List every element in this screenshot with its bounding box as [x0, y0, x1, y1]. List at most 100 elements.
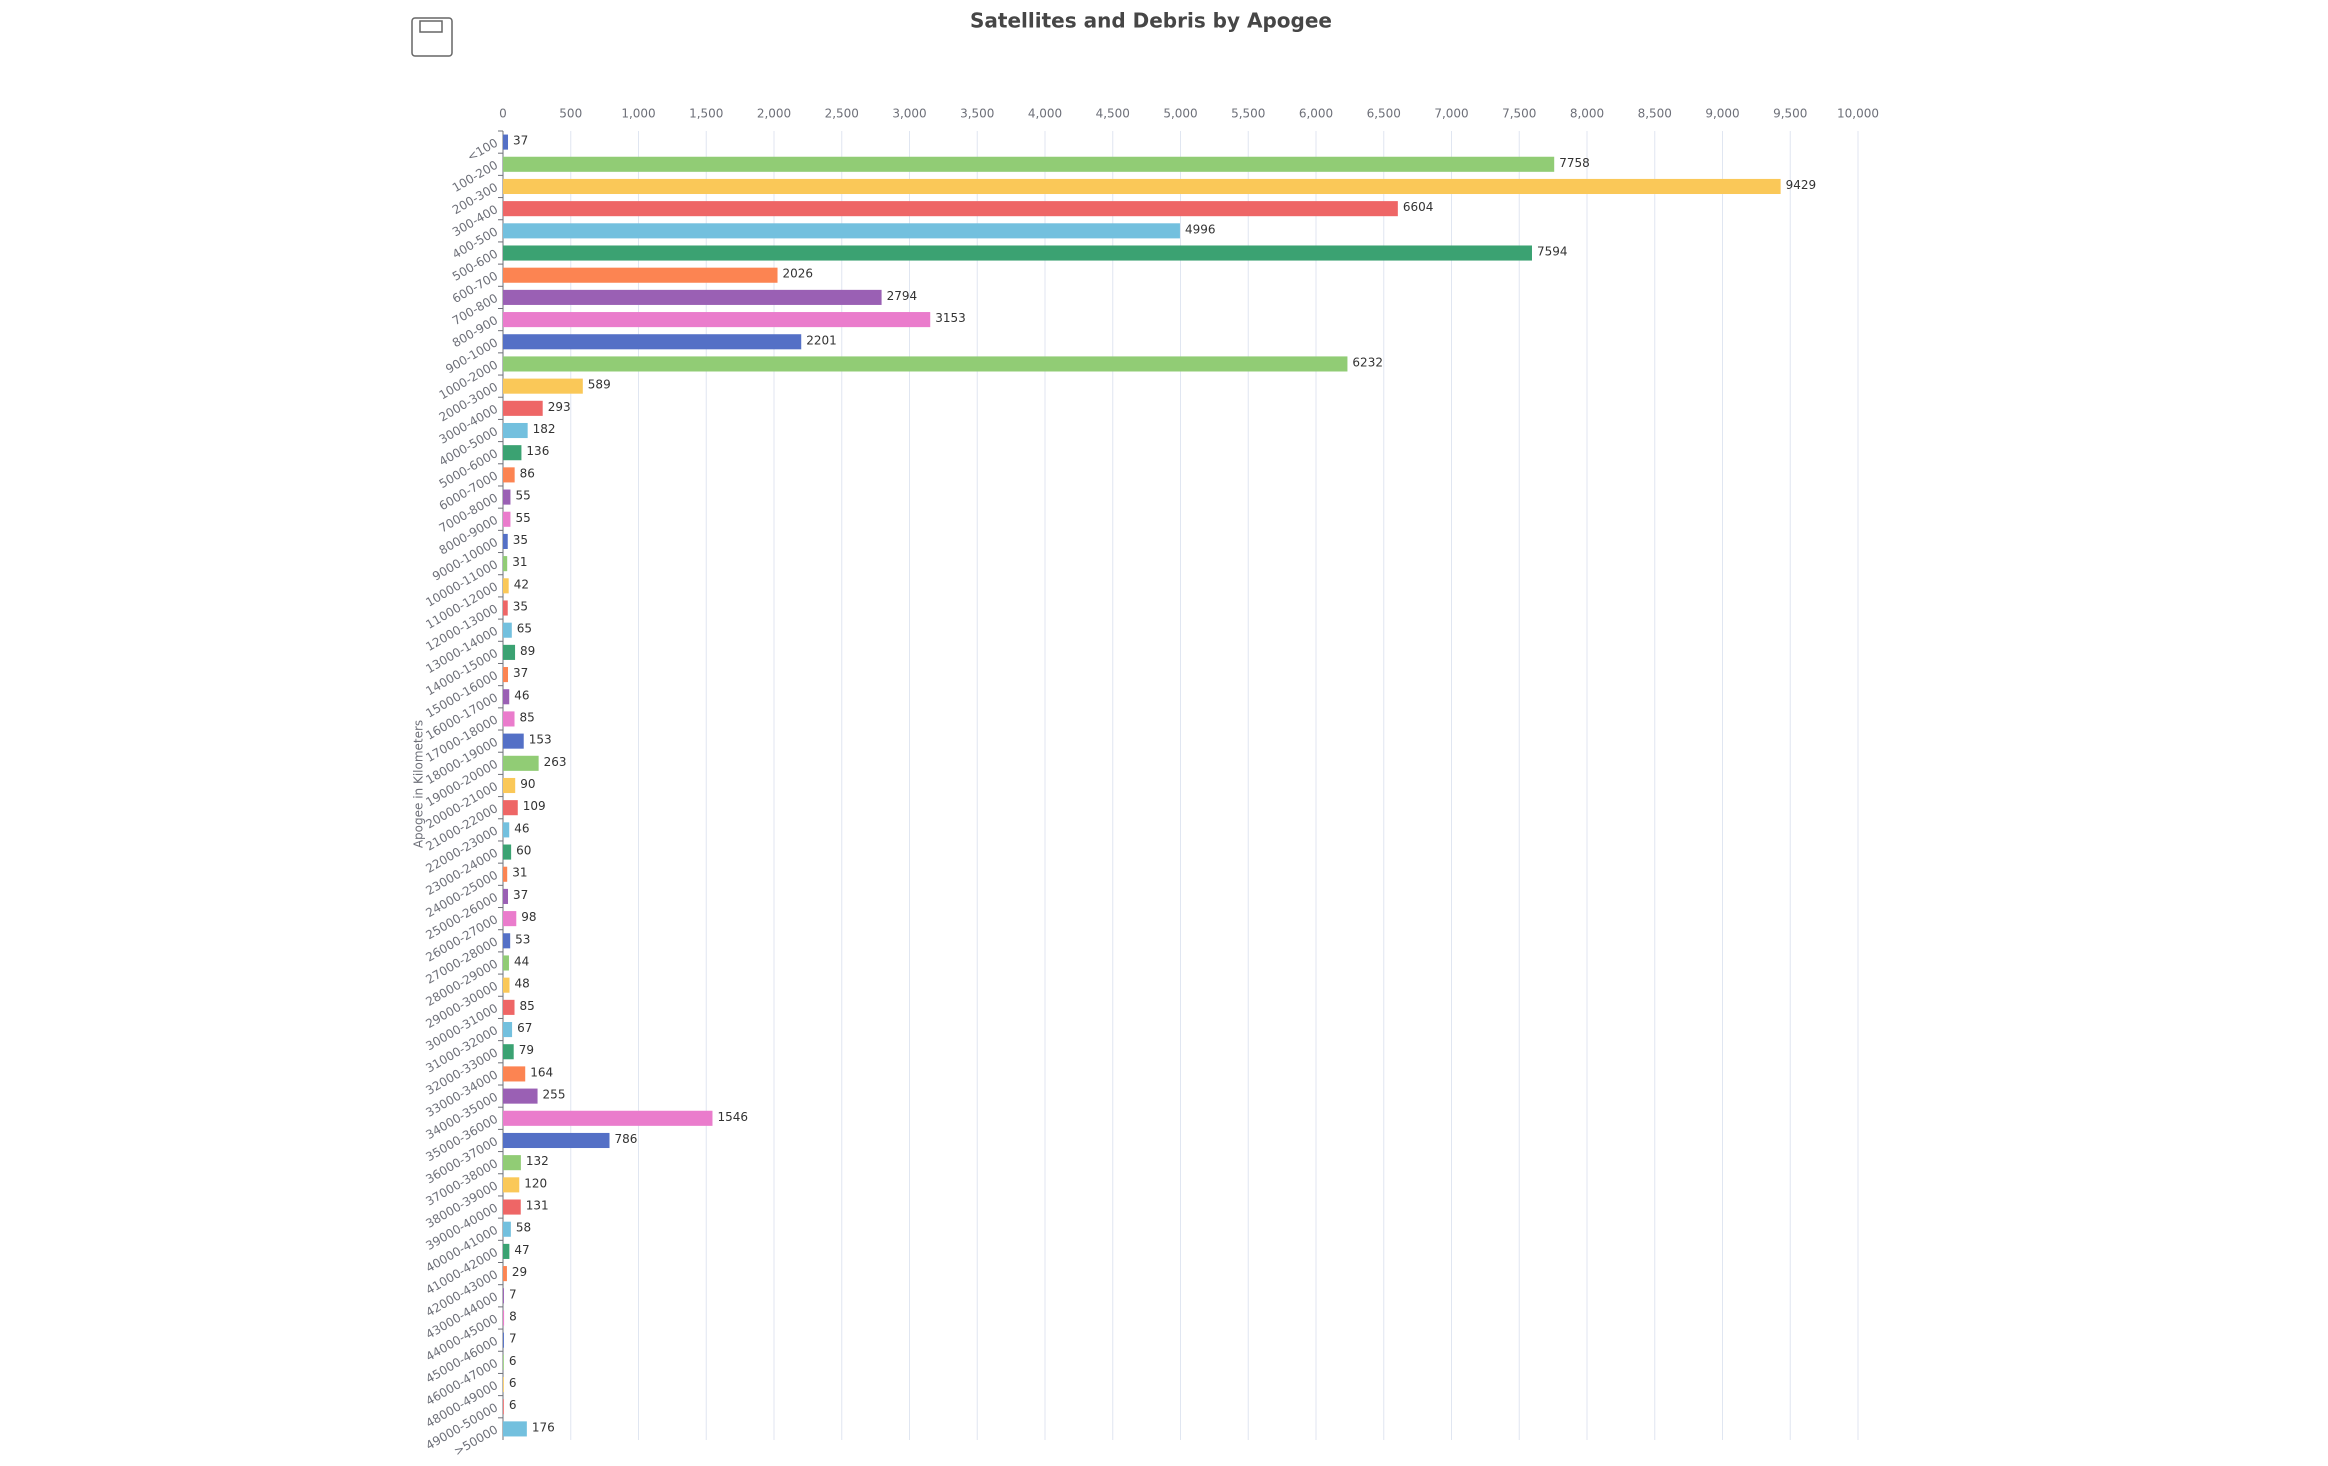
value-label: 98 [521, 910, 536, 924]
value-label: 89 [520, 644, 535, 658]
value-label: 132 [526, 1154, 549, 1168]
bar [503, 1221, 511, 1237]
bar [503, 312, 931, 328]
value-label: 131 [526, 1199, 549, 1213]
bar [503, 201, 1398, 217]
value-label: 255 [543, 1088, 566, 1102]
value-label: 35 [513, 533, 528, 547]
value-label: 6604 [1403, 200, 1434, 214]
x-tick-label: 10,000 [1837, 107, 1879, 121]
x-tick-label: 8,000 [1570, 107, 1604, 121]
bar [503, 378, 583, 394]
value-label: 1546 [717, 1110, 748, 1124]
bar [503, 578, 509, 594]
x-tick-label: 4,000 [1028, 107, 1062, 121]
value-label: 7594 [1537, 245, 1568, 259]
value-label: 29 [512, 1265, 527, 1279]
x-tick-label: 4,500 [1096, 107, 1130, 121]
value-label: 44 [514, 954, 529, 968]
bar [503, 1132, 610, 1149]
bar [503, 911, 517, 927]
bar [503, 822, 510, 838]
value-label: 37 [513, 134, 528, 148]
bar [503, 489, 511, 505]
x-tick-label: 5,000 [1163, 107, 1197, 121]
bar [503, 1399, 504, 1415]
x-tick-label: 500 [559, 107, 582, 121]
x-tick-label: 7,500 [1502, 107, 1536, 121]
bar [503, 667, 509, 683]
bar [503, 1110, 713, 1126]
bar [503, 888, 509, 904]
value-label: 90 [520, 777, 535, 791]
bar [503, 1288, 504, 1304]
value-label: 42 [514, 577, 529, 591]
value-label: 3153 [935, 311, 966, 325]
bar [503, 689, 510, 705]
value-label: 7758 [1559, 156, 1590, 170]
value-label: 55 [515, 511, 530, 525]
value-label: 153 [529, 733, 552, 747]
value-label: 60 [516, 844, 531, 858]
bar [503, 356, 1348, 372]
value-label: 85 [520, 710, 535, 724]
value-label: 53 [515, 932, 530, 946]
bar [503, 1199, 521, 1215]
bar [503, 1044, 514, 1060]
x-tick-label: 9,500 [1773, 107, 1807, 121]
x-tick-label: 2,000 [757, 107, 791, 121]
value-label: 263 [544, 755, 567, 769]
value-label: 6 [509, 1398, 517, 1412]
save-icon[interactable] [411, 17, 453, 57]
value-label: 55 [515, 489, 530, 503]
bar [503, 1354, 504, 1370]
bar [503, 289, 882, 305]
value-label: 6232 [1352, 355, 1383, 369]
value-label: 67 [517, 1021, 532, 1035]
y-axis-title: Apogee in Kilometers [412, 720, 426, 848]
bar [503, 245, 1532, 261]
value-label: 31 [512, 866, 527, 880]
bar [503, 755, 539, 771]
x-tick-label: 7,000 [1434, 107, 1468, 121]
bar [503, 866, 508, 882]
bar [503, 1266, 507, 1282]
value-label: 48 [515, 977, 530, 991]
value-label: 86 [520, 466, 535, 480]
bar [503, 533, 508, 549]
value-label: 37 [513, 888, 528, 902]
value-label: 47 [514, 1243, 529, 1257]
bar [503, 1421, 527, 1437]
bar [503, 800, 518, 816]
save-icon-slot [419, 20, 443, 33]
value-label: 293 [548, 400, 571, 414]
bar [503, 622, 512, 638]
bar [503, 1088, 538, 1104]
x-tick-label: 8,500 [1638, 107, 1672, 121]
value-label: 65 [517, 622, 532, 636]
bar [503, 400, 543, 416]
bar [503, 933, 511, 949]
bar [503, 955, 509, 971]
x-tick-label: 2,500 [825, 107, 859, 121]
value-label: 7 [509, 1287, 517, 1301]
value-label: 46 [514, 821, 529, 835]
x-tick-label: 5,500 [1231, 107, 1265, 121]
value-label: 46 [514, 688, 529, 702]
bar [503, 844, 512, 860]
bar [503, 223, 1180, 239]
bar [503, 733, 524, 749]
value-label: 2026 [783, 267, 814, 281]
bar [503, 1022, 513, 1038]
x-tick-label: 9,000 [1705, 107, 1739, 121]
x-tick-label: 0 [499, 107, 507, 121]
bar [503, 156, 1555, 172]
x-tick-label: 6,000 [1299, 107, 1333, 121]
value-label: 31 [512, 555, 527, 569]
bar [503, 1310, 505, 1326]
value-label: 109 [523, 799, 546, 813]
value-label: 6 [509, 1354, 517, 1368]
bar [503, 267, 778, 283]
save-icon-frame [411, 17, 453, 57]
bar [503, 178, 1781, 195]
